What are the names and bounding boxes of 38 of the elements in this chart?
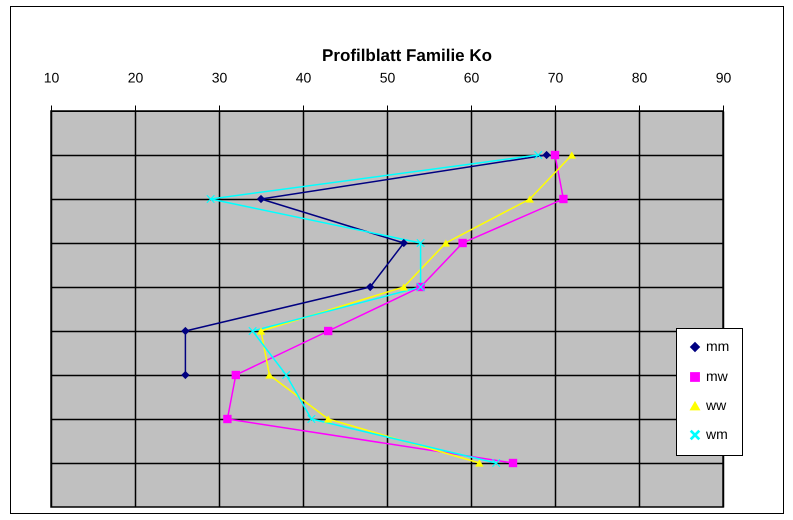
- x-tick-label: 20: [128, 70, 144, 86]
- point: [324, 326, 332, 336]
- point: [526, 195, 534, 203]
- point: [181, 326, 190, 336]
- point: [458, 238, 467, 248]
- point: [400, 238, 408, 248]
- point: [181, 370, 190, 380]
- legend-label: wm: [705, 426, 728, 442]
- point: [324, 415, 332, 423]
- point: [223, 414, 232, 424]
- point: [282, 370, 290, 380]
- point: [256, 327, 266, 335]
- point: [508, 458, 518, 468]
- x-tick-label: 60: [464, 70, 480, 86]
- x-tick-label: 50: [380, 70, 396, 86]
- legend-label: mw: [706, 368, 729, 384]
- point: [559, 194, 568, 204]
- point: [534, 150, 542, 160]
- point: [256, 194, 266, 204]
- point: [492, 458, 500, 468]
- x-tick-label: 70: [548, 70, 564, 86]
- x-tick-label: 90: [716, 70, 732, 86]
- point: [265, 371, 274, 379]
- point: [232, 370, 240, 380]
- x-tick-label: 10: [44, 70, 60, 86]
- point: [366, 282, 374, 292]
- point: [542, 150, 551, 160]
- x-tick-label: 80: [632, 70, 648, 86]
- legend-label: ww: [705, 397, 728, 413]
- point: [442, 239, 450, 247]
- point: [400, 283, 408, 291]
- x-tick-label: 30: [212, 70, 228, 86]
- point: [475, 459, 484, 467]
- legend-label: mm: [706, 338, 730, 354]
- chart-title: Profilblatt Familie Ko: [322, 46, 492, 65]
- point: [550, 150, 560, 160]
- point: [568, 151, 576, 159]
- x-tick-label: 40: [296, 70, 312, 86]
